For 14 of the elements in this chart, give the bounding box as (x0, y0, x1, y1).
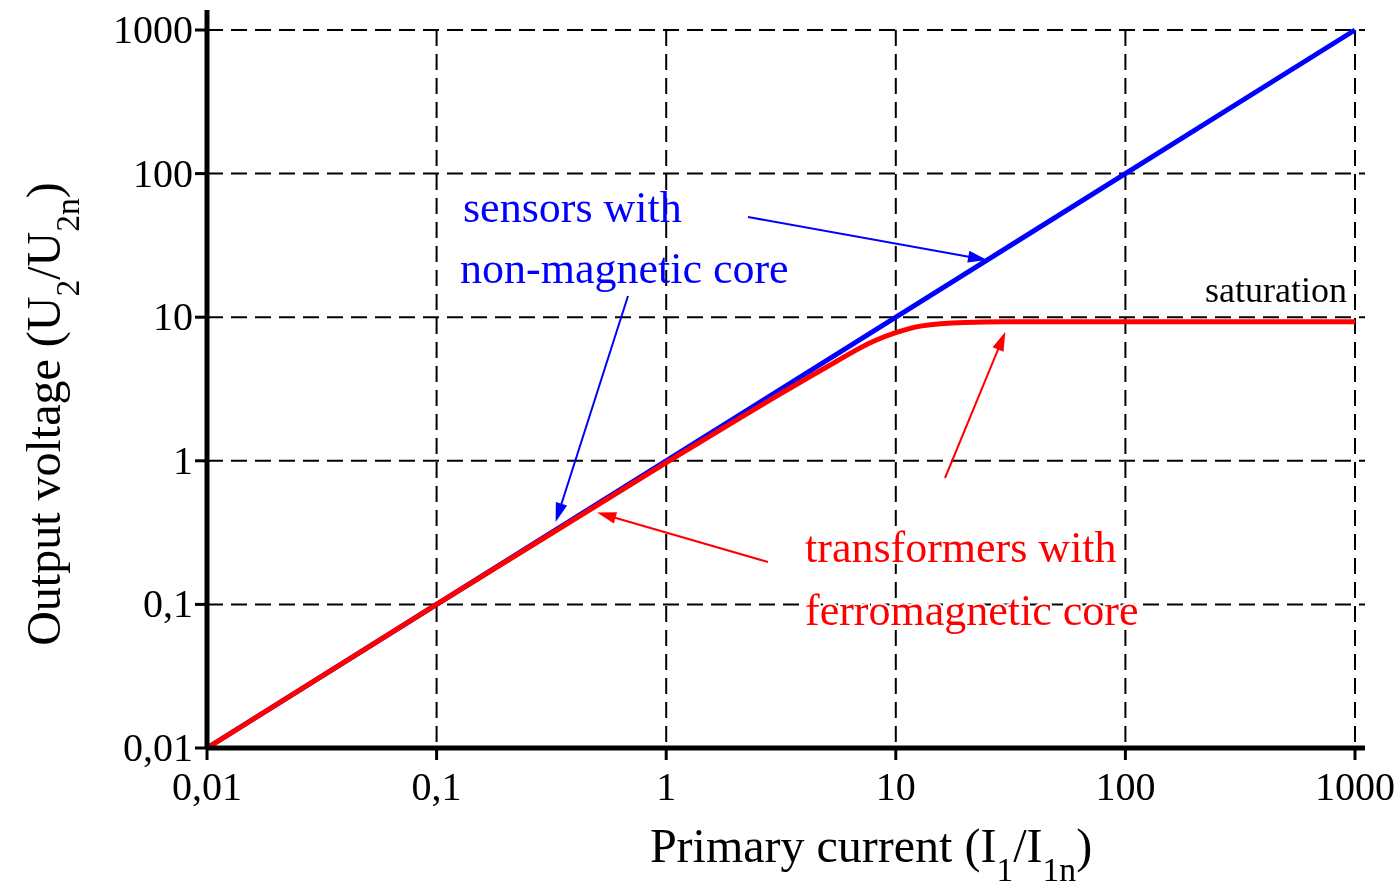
annotation: sensors with non-magnetic core (460, 183, 789, 293)
y-tick-label: 10 (153, 294, 193, 340)
x-tick-label: 10 (875, 764, 916, 809)
y-tick-label: 100 (133, 150, 193, 196)
x-axis-title: Primary current (I$_{1}$/I$_{1n}$) (649, 819, 1093, 888)
x-tick-label: 1 (656, 764, 677, 809)
y-tick-label: 1000 (113, 7, 193, 52)
y-tick-label: 0,1 (143, 581, 193, 627)
x-tick-label: 0,1 (411, 764, 462, 809)
x-tick-label: 1000 (1315, 764, 1395, 809)
x-tick-label: 100 (1095, 764, 1156, 809)
y-tick-label: 1 (173, 437, 193, 483)
annotation: saturation (1205, 270, 1347, 310)
y-tick-label: 0,01 (123, 725, 193, 770)
